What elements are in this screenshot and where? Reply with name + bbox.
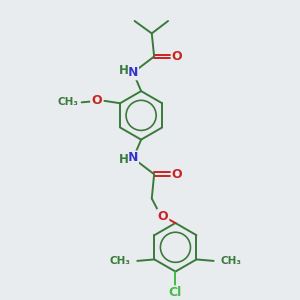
Text: CH₃: CH₃ [57, 98, 78, 107]
Text: Cl: Cl [169, 286, 182, 299]
Text: H: H [118, 64, 128, 77]
Text: N: N [128, 66, 138, 79]
Text: N: N [128, 152, 138, 164]
Text: O: O [158, 210, 168, 223]
Text: CH₃: CH₃ [110, 256, 131, 266]
Text: CH₃: CH₃ [220, 256, 241, 266]
Text: O: O [172, 50, 182, 63]
Text: H: H [118, 153, 128, 166]
Text: O: O [172, 168, 182, 181]
Text: O: O [91, 94, 102, 107]
